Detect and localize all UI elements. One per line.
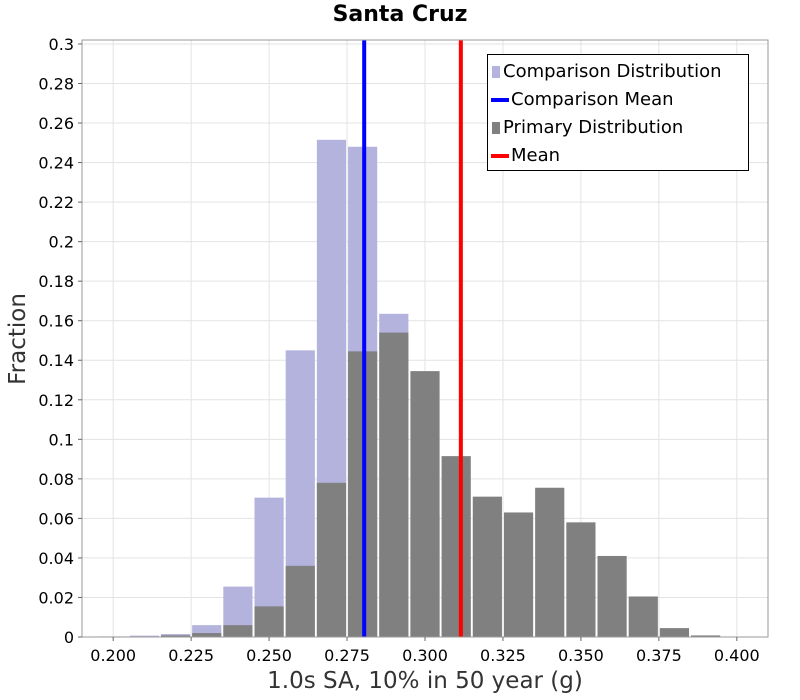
y-tick-label: 0.06 [38, 509, 74, 528]
y-tick-label: 0.24 [38, 154, 74, 173]
x-tick-label: 0.225 [168, 646, 214, 665]
legend-label: Primary Distribution [503, 117, 684, 138]
legend-swatch-comparison-mean [491, 98, 509, 102]
y-tick-label: 0 [64, 628, 74, 647]
primary-distribution-bar [535, 487, 565, 637]
legend: Comparison Distribution Comparison Mean … [487, 54, 749, 171]
legend-swatch-primary-distribution [492, 122, 500, 134]
y-tick-label: 0.26 [38, 114, 74, 133]
primary-distribution-bar [223, 625, 253, 637]
x-tick-label: 0.325 [480, 646, 526, 665]
y-tick-label: 0.04 [38, 549, 74, 568]
y-tick-label: 0.3 [49, 35, 74, 54]
x-tick-label: 0.350 [558, 646, 604, 665]
legend-item-comparison-distribution: Comparison Distribution [488, 58, 722, 86]
y-tick-label: 0.2 [49, 233, 74, 252]
y-tick-label: 0.02 [38, 588, 74, 607]
axes: 00.020.040.060.080.10.120.140.160.180.20… [38, 35, 769, 665]
x-tick-label: 0.250 [246, 646, 292, 665]
y-tick-label: 0.16 [38, 312, 74, 331]
primary-distribution-bar [379, 332, 409, 637]
legend-swatch-comparison-distribution [492, 66, 500, 78]
y-tick-label: 0.18 [38, 272, 74, 291]
primary-distribution-bar [410, 371, 440, 637]
legend-label: Comparison Mean [511, 89, 674, 110]
primary-distribution-bar [192, 633, 222, 637]
x-tick-label: 0.375 [636, 646, 682, 665]
legend-item-primary-distribution: Primary Distribution [488, 114, 683, 142]
legend-item-mean: Mean [488, 142, 560, 170]
chart-title: Santa Cruz [332, 2, 468, 27]
primary-distribution-bar [160, 635, 191, 637]
primary-distribution-bar [659, 628, 690, 637]
primary-distribution-bar [566, 522, 596, 637]
comparison-distribution-bar [192, 625, 222, 637]
primary-distribution-bar [597, 555, 627, 637]
primary-distribution-bar [285, 565, 315, 637]
y-axis-label: Fraction [5, 293, 31, 385]
legend-item-comparison-mean: Comparison Mean [488, 86, 674, 114]
x-tick-label: 0.275 [324, 646, 370, 665]
primary-distribution-bar [472, 496, 502, 637]
y-tick-label: 0.28 [38, 74, 74, 93]
primary-distribution-bar [628, 596, 658, 637]
legend-label: Comparison Distribution [503, 61, 722, 82]
x-axis-label: 1.0s SA, 10% in 50 year (g) [267, 668, 583, 694]
x-tick-label: 0.300 [402, 646, 448, 665]
primary-distribution-bar [316, 482, 347, 637]
primary-distribution-bar [441, 456, 471, 637]
y-tick-label: 0.12 [38, 391, 74, 410]
bar-layer [98, 139, 721, 637]
y-tick-label: 0.1 [49, 430, 74, 449]
legend-label: Mean [511, 145, 561, 166]
primary-distribution-bar [254, 606, 284, 637]
y-tick-label: 0.14 [38, 351, 74, 370]
comparison-distribution-bar [129, 635, 159, 637]
legend-swatch-mean [491, 154, 509, 158]
primary-distribution-bar [691, 635, 721, 637]
primary-distribution-bar [503, 512, 534, 637]
y-tick-label: 0.08 [38, 470, 74, 489]
y-tick-label: 0.22 [38, 193, 74, 212]
x-tick-label: 0.400 [714, 646, 760, 665]
mean-lines [362, 40, 463, 637]
x-tick-label: 0.200 [90, 646, 136, 665]
